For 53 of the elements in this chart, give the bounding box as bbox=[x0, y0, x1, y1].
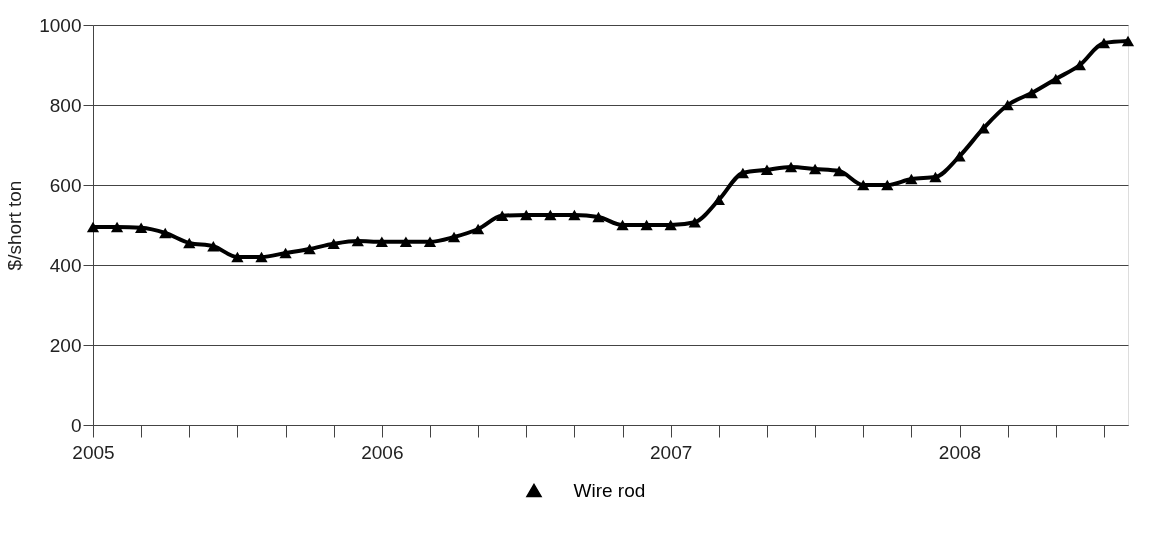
point bbox=[447, 231, 461, 243]
point bbox=[664, 219, 677, 231]
point bbox=[544, 209, 557, 221]
point bbox=[905, 173, 918, 185]
point bbox=[327, 238, 340, 250]
point bbox=[1073, 59, 1086, 71]
point bbox=[471, 223, 485, 235]
y-tick-label: 200 bbox=[49, 334, 82, 356]
point bbox=[592, 211, 605, 223]
point bbox=[423, 236, 437, 248]
point bbox=[1121, 35, 1135, 47]
point bbox=[857, 179, 870, 191]
point bbox=[929, 171, 942, 183]
point bbox=[616, 219, 629, 231]
x-tick-label: 2006 bbox=[361, 441, 404, 463]
point bbox=[135, 222, 148, 234]
point bbox=[1049, 73, 1062, 85]
point bbox=[760, 164, 774, 176]
point bbox=[568, 209, 581, 221]
point bbox=[110, 221, 124, 233]
point bbox=[351, 235, 364, 247]
point bbox=[207, 240, 220, 252]
point bbox=[496, 210, 509, 222]
point bbox=[520, 209, 533, 221]
y-tick-label: 0 bbox=[70, 414, 82, 436]
point bbox=[231, 251, 244, 263]
point bbox=[640, 219, 653, 231]
point bbox=[808, 163, 822, 175]
point bbox=[736, 167, 750, 179]
point bbox=[86, 221, 100, 233]
point bbox=[881, 179, 894, 191]
point bbox=[399, 236, 413, 248]
point bbox=[1025, 87, 1038, 99]
point bbox=[159, 227, 172, 239]
point bbox=[255, 251, 268, 263]
x-tick-label: 2008 bbox=[938, 441, 982, 463]
x-tick-label: 2007 bbox=[650, 441, 693, 463]
point bbox=[784, 161, 798, 173]
y-tick-label: 800 bbox=[49, 94, 82, 116]
y-tick-label: 600 bbox=[49, 174, 82, 196]
point bbox=[303, 243, 316, 255]
point bbox=[183, 237, 196, 249]
y-tick-label: 400 bbox=[49, 254, 82, 276]
point bbox=[375, 236, 388, 248]
x-tick-label: 2005 bbox=[72, 441, 115, 463]
legend-label: Wire rod bbox=[573, 479, 646, 501]
y-tick-label: 1000 bbox=[39, 14, 82, 36]
point bbox=[279, 247, 292, 259]
point bbox=[833, 165, 846, 177]
y-axis-title: $/short ton bbox=[4, 180, 26, 271]
point bbox=[977, 122, 990, 134]
point bbox=[688, 216, 701, 228]
point bbox=[1097, 37, 1111, 49]
